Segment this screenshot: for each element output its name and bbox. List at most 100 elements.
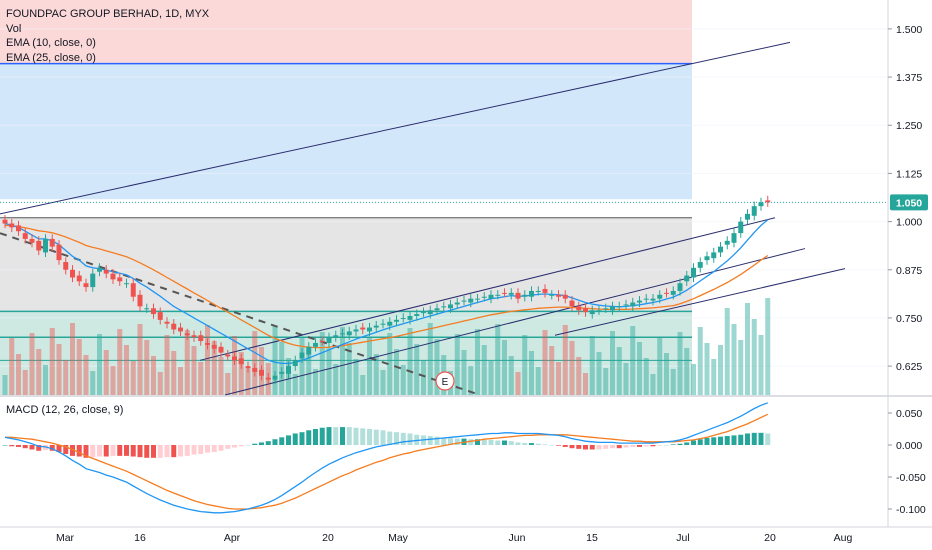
x-tick-label: 20: [322, 532, 334, 544]
volume-bar: [97, 334, 102, 395]
volume-bar: [211, 341, 217, 395]
macd-hist-bar: [144, 445, 150, 458]
volume-bar: [110, 366, 116, 395]
candle-body: [731, 233, 737, 243]
volume-bar: [299, 337, 305, 395]
macd-hist-bar: [711, 437, 717, 445]
macd-hist-bar: [333, 427, 339, 445]
candle-body: [562, 294, 568, 299]
macd-signal-line: [5, 413, 769, 510]
volume-bar: [684, 348, 690, 395]
legend-vol: Vol: [6, 22, 22, 35]
macd-tick-label: 0.000: [896, 440, 922, 452]
volume-bar: [758, 335, 764, 395]
macd-hist-bar: [508, 441, 514, 445]
candle-body: [191, 335, 197, 338]
macd-hist-bar: [232, 445, 237, 448]
last-price-badge-label: 1.050: [896, 197, 922, 209]
volume-bar: [130, 361, 136, 395]
candle-body: [151, 308, 156, 315]
macd-hist-bar: [83, 445, 89, 458]
volume-bar: [218, 357, 224, 395]
volume-bar: [630, 326, 636, 395]
candle-body: [630, 302, 636, 307]
macd-hist-bar: [684, 442, 690, 445]
candle-body: [184, 333, 190, 336]
candles: [2, 195, 771, 385]
macd-hist-bar: [738, 434, 744, 445]
macd-hist-bar: [2, 445, 8, 446]
macd-histogram: [2, 427, 771, 458]
macd-hist-bar: [448, 437, 453, 445]
volume-bar: [103, 350, 109, 395]
macd-hist-bar: [745, 433, 750, 445]
macd-hist-bar: [225, 445, 231, 449]
candle-body: [272, 375, 278, 380]
ema25-line: [4, 224, 769, 349]
volume-bar: [49, 328, 55, 395]
candle-body: [583, 308, 588, 313]
candle-body: [461, 300, 467, 302]
candle-body: [83, 283, 89, 288]
volume-bar: [610, 331, 615, 395]
candle-body: [549, 294, 555, 296]
volume-bar: [144, 340, 150, 395]
macd-hist-bar: [346, 427, 352, 445]
volume-bar: [454, 334, 460, 395]
candle-body: [49, 238, 55, 247]
candle-body: [758, 202, 764, 207]
volume-bar: [16, 354, 21, 395]
volume-bar: [346, 343, 352, 395]
macd-hist-bar: [157, 445, 163, 458]
candle-body: [265, 377, 271, 380]
volume-bar: [724, 308, 730, 395]
macd-hist-bar: [657, 445, 663, 446]
volume-bar: [481, 345, 487, 395]
y-tick-label: 1.500: [896, 24, 922, 36]
volume-bar: [650, 374, 656, 395]
candle-body: [326, 337, 332, 343]
volume-bar: [353, 359, 359, 395]
macd-hist-bar: [198, 445, 204, 454]
volume-bar: [373, 354, 379, 395]
legend-title: FOUNDPAC GROUP BERHAD, 1D, MYX: [6, 8, 210, 20]
macd-hist-bar: [569, 445, 575, 449]
macd-hist-bar: [184, 445, 190, 456]
volume-bar: [535, 367, 541, 395]
range-box-green: [0, 311, 692, 395]
candle-body: [245, 366, 251, 369]
candle-body: [103, 269, 109, 274]
candle-body: [448, 304, 453, 309]
macd-hist-bar: [454, 438, 460, 445]
candle-body: [164, 321, 170, 324]
volume-bar: [583, 373, 588, 395]
volume-bar: [738, 340, 744, 395]
volume-bar: [171, 351, 177, 395]
volume-bar: [36, 349, 42, 395]
candle-body: [508, 292, 514, 295]
volume-bar: [691, 364, 696, 395]
candle-body: [63, 262, 69, 270]
range-box-blue: [0, 63, 692, 200]
macd-hist-bar: [529, 443, 534, 445]
volume-bar: [56, 344, 62, 395]
candle-body: [70, 269, 75, 278]
volume-bar: [198, 362, 204, 395]
macd-hist-bar: [394, 432, 399, 445]
candle-body: [110, 273, 116, 280]
macd-hist-bar: [63, 445, 69, 454]
volume-bar: [603, 368, 609, 395]
macd-hist-bar: [724, 436, 730, 445]
volume-bar: [562, 325, 568, 395]
volume-bar: [704, 343, 710, 395]
volume-bar: [421, 360, 426, 395]
channel-top: [199, 217, 776, 361]
macd-hist-bar: [583, 445, 588, 450]
candle-body: [90, 273, 96, 288]
y-tick-label: 1.250: [896, 120, 922, 132]
candle-body: [637, 300, 642, 303]
macd-hist-bar: [650, 445, 656, 447]
candle-body: [488, 294, 494, 299]
candle-body: [346, 331, 352, 336]
